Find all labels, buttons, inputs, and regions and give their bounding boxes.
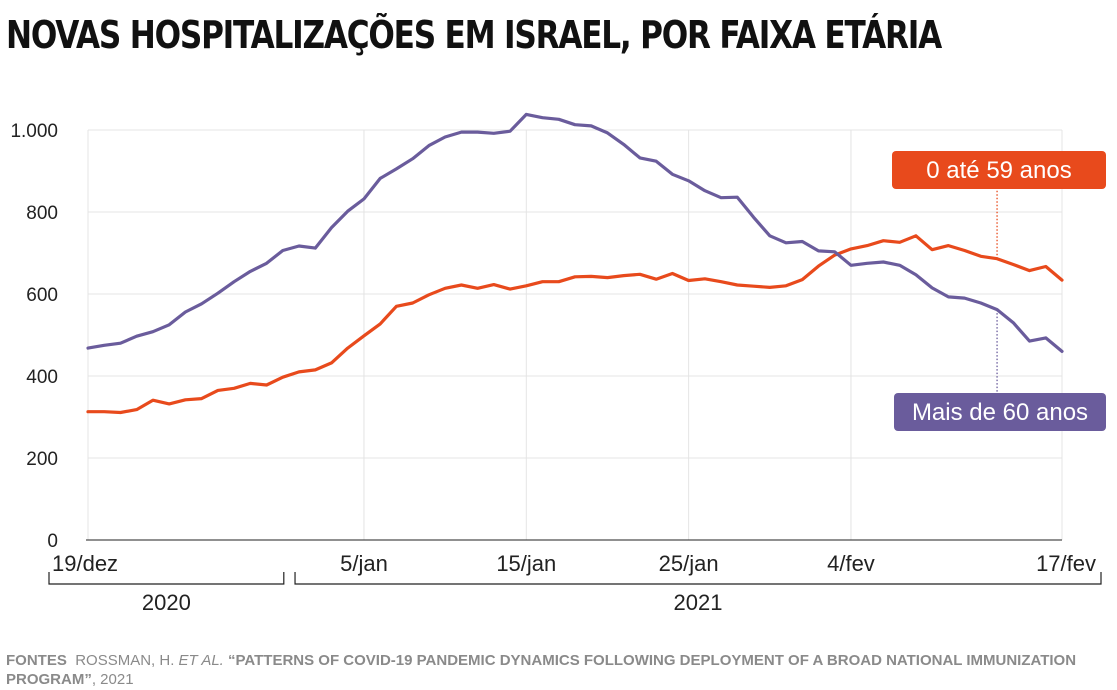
x-tick-label: 5/jan <box>340 551 388 576</box>
y-tick-label: 0 <box>47 531 58 552</box>
source-note: FONTES ROSSMAN, H. ET AL. “PATTERNS OF C… <box>6 651 1106 689</box>
series-label: 0 até 59 anos <box>926 157 1071 184</box>
y-tick-label: 800 <box>26 203 58 224</box>
series-line <box>86 112 1064 353</box>
year-label: 2021 <box>674 590 723 615</box>
series-label: Mais de 60 anos <box>912 399 1088 426</box>
year-label: 2020 <box>142 590 191 615</box>
chart-title: NOVAS HOSPITALIZAÇÕES EM ISRAEL, POR FAI… <box>6 13 942 57</box>
source-label: FONTES <box>6 652 67 669</box>
source-authors: ROSSMAN, H. <box>75 652 175 669</box>
y-tick-label: 400 <box>26 367 58 388</box>
series-label-box <box>892 151 1106 189</box>
source-et-al: ET AL. <box>178 652 224 669</box>
y-tick-label: 200 <box>26 449 58 470</box>
y-tick-label: 600 <box>26 285 58 306</box>
line-chart: 0 200 400 600 800 1.000 19/dez 5/jan 15/jan 25/ja… <box>10 112 1106 615</box>
source-work: “PATTERNS OF COVID-19 PANDEMIC DYNAMICS … <box>6 652 1077 688</box>
year-bracket <box>48 572 285 585</box>
x-tick-label: 4/fev <box>827 551 875 576</box>
series-label-box <box>894 393 1106 431</box>
y-tick-label: 1.000 <box>10 121 58 142</box>
year-bracket <box>294 572 1102 585</box>
x-tick-label: 25/jan <box>659 551 719 576</box>
x-tick-label: 17/fev <box>1036 551 1096 576</box>
x-tick-label: 15/jan <box>496 551 556 576</box>
series-line <box>86 234 1064 415</box>
source-year: , 2021 <box>91 671 134 688</box>
x-tick-label: 19/dez <box>52 551 118 576</box>
